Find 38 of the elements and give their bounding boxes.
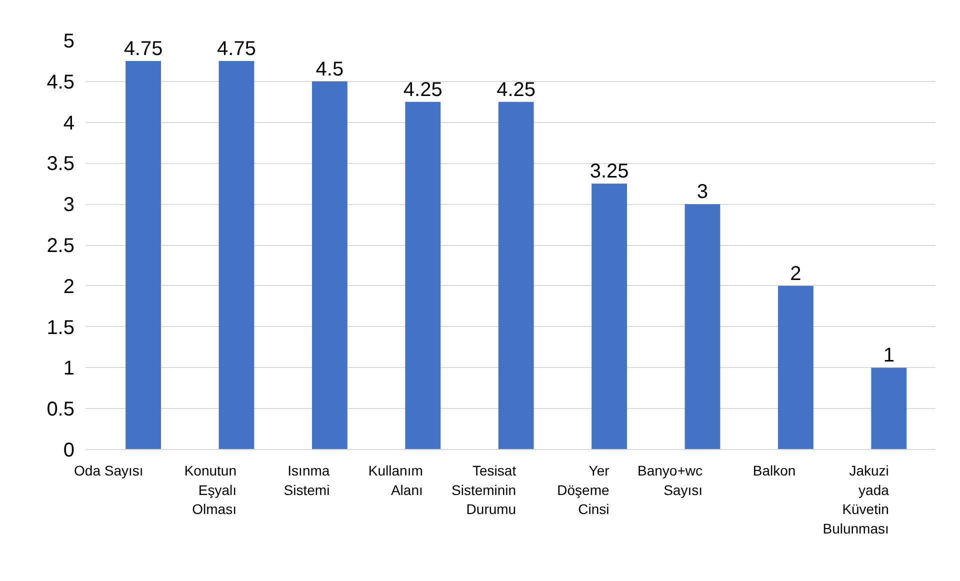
x-tick-label: Yer Döşeme Cinsi <box>557 462 610 518</box>
data-label: 2 <box>790 262 802 285</box>
x-tick-label: Jakuzi yada Küvetin Bulunması <box>822 462 890 536</box>
bar <box>684 204 720 450</box>
data-label: 3.25 <box>590 160 629 183</box>
bar <box>218 60 254 450</box>
y-tick-label: 3 <box>63 194 74 216</box>
y-tick-label: 1.5 <box>46 316 75 339</box>
data-label: 4.5 <box>316 58 344 80</box>
y-tick-label: 4.5 <box>46 71 75 94</box>
bar <box>778 286 814 450</box>
y-tick-label: 1 <box>63 358 74 380</box>
data-label: 4.25 <box>403 78 442 101</box>
y-tick-label: 5 <box>63 30 74 52</box>
data-label: 4.25 <box>496 78 536 101</box>
data-label: 3 <box>696 181 708 204</box>
data-label: 1 <box>883 344 894 367</box>
x-tick-label: Banyo+wc Sayısı <box>638 462 702 498</box>
bar <box>126 60 161 450</box>
y-tick-label: 0.5 <box>46 398 75 421</box>
x-tick-label: Oda Sayısı <box>74 462 144 479</box>
bar <box>592 184 627 450</box>
x-tick-label: Konutun Eşyalı Olması <box>184 462 236 518</box>
bar <box>312 81 348 450</box>
x-tick-label: Balkon <box>752 462 796 479</box>
y-tick-label: 2 <box>63 276 74 298</box>
bar <box>498 102 534 450</box>
data-label: 4.75 <box>217 38 256 60</box>
y-tick-label: 0 <box>63 440 74 462</box>
x-tick-label: Kullanım Alanı <box>368 462 423 498</box>
bar <box>871 368 907 450</box>
y-tick-label: 3.5 <box>46 153 75 176</box>
x-tick-label: Tesisat Sisteminin Durumu <box>452 462 516 518</box>
data-label: 4.75 <box>124 38 163 60</box>
bar <box>405 102 441 450</box>
y-tick-label: 2.5 <box>46 235 75 257</box>
y-tick-label: 4 <box>63 112 74 134</box>
x-tick-label: Isınma Sistemi <box>284 462 330 498</box>
